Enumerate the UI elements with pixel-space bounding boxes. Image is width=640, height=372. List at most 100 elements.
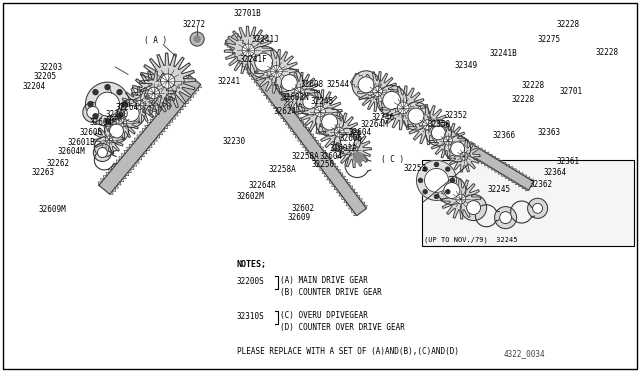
Text: (D) COUNTER OVER DRIVE GEAR: (D) COUNTER OVER DRIVE GEAR bbox=[280, 323, 404, 332]
Circle shape bbox=[88, 102, 93, 107]
Circle shape bbox=[426, 120, 451, 146]
Polygon shape bbox=[122, 87, 157, 123]
Circle shape bbox=[444, 136, 452, 145]
Text: 32609M: 32609M bbox=[38, 205, 66, 214]
Circle shape bbox=[282, 74, 298, 91]
Text: (UP TO NOV./79)  32245: (UP TO NOV./79) 32245 bbox=[424, 237, 518, 243]
Text: 32204: 32204 bbox=[22, 82, 45, 91]
Circle shape bbox=[532, 203, 543, 213]
Text: 32241F: 32241F bbox=[240, 55, 268, 64]
Circle shape bbox=[456, 194, 466, 204]
Circle shape bbox=[135, 100, 144, 109]
Text: 32701: 32701 bbox=[560, 87, 583, 96]
Circle shape bbox=[86, 82, 129, 126]
Circle shape bbox=[423, 190, 427, 194]
Text: 32263: 32263 bbox=[32, 169, 55, 177]
Circle shape bbox=[117, 99, 145, 128]
Polygon shape bbox=[351, 74, 534, 190]
Circle shape bbox=[190, 32, 204, 46]
Circle shape bbox=[372, 87, 383, 96]
Polygon shape bbox=[381, 86, 425, 130]
Text: 32258A: 32258A bbox=[291, 153, 319, 161]
Polygon shape bbox=[225, 26, 273, 74]
Text: 32241J: 32241J bbox=[252, 35, 279, 44]
Polygon shape bbox=[335, 132, 371, 167]
Circle shape bbox=[322, 114, 338, 130]
Text: ( A ): ( A ) bbox=[144, 36, 167, 45]
Text: 32604: 32604 bbox=[320, 152, 343, 161]
Polygon shape bbox=[140, 53, 196, 109]
Circle shape bbox=[451, 179, 454, 182]
Circle shape bbox=[93, 90, 98, 94]
Circle shape bbox=[97, 148, 108, 157]
Text: 32203: 32203 bbox=[40, 63, 63, 72]
Circle shape bbox=[297, 89, 323, 115]
Circle shape bbox=[352, 71, 380, 99]
Text: 32228: 32228 bbox=[512, 95, 535, 104]
Circle shape bbox=[93, 144, 111, 161]
Text: 32246: 32246 bbox=[371, 113, 394, 122]
Circle shape bbox=[109, 124, 124, 138]
Circle shape bbox=[95, 92, 120, 116]
Text: 32228: 32228 bbox=[595, 48, 618, 57]
Text: 32701B: 32701B bbox=[234, 9, 261, 17]
Text: 32264: 32264 bbox=[115, 103, 138, 112]
Circle shape bbox=[408, 108, 424, 124]
Text: 32264R: 32264R bbox=[248, 182, 276, 190]
Circle shape bbox=[358, 77, 374, 93]
Text: 32544: 32544 bbox=[326, 80, 349, 89]
Circle shape bbox=[335, 128, 360, 154]
Circle shape bbox=[275, 68, 303, 97]
Text: 32363: 32363 bbox=[538, 128, 561, 137]
Circle shape bbox=[122, 102, 127, 107]
Circle shape bbox=[422, 120, 433, 129]
Polygon shape bbox=[430, 123, 466, 158]
Circle shape bbox=[123, 105, 140, 122]
Text: 32602M: 32602M bbox=[237, 192, 264, 201]
Circle shape bbox=[438, 176, 466, 205]
Circle shape bbox=[105, 119, 110, 124]
Circle shape bbox=[451, 142, 465, 156]
Circle shape bbox=[423, 167, 427, 171]
Text: 32245: 32245 bbox=[488, 185, 511, 194]
Circle shape bbox=[87, 106, 99, 118]
Text: 32205: 32205 bbox=[33, 72, 56, 81]
Polygon shape bbox=[99, 76, 200, 194]
Text: 32606: 32606 bbox=[80, 128, 103, 137]
Circle shape bbox=[461, 195, 486, 221]
Circle shape bbox=[161, 74, 175, 88]
Text: 32604: 32604 bbox=[349, 128, 372, 137]
Polygon shape bbox=[448, 140, 480, 172]
Circle shape bbox=[93, 114, 98, 119]
Polygon shape bbox=[226, 33, 366, 216]
Circle shape bbox=[377, 86, 406, 115]
Text: ( C ): ( C ) bbox=[381, 155, 404, 164]
Circle shape bbox=[446, 167, 450, 171]
Text: 32609: 32609 bbox=[288, 213, 311, 222]
Bar bbox=[422, 160, 634, 246]
Circle shape bbox=[445, 136, 470, 162]
Text: 32601B: 32601B bbox=[67, 138, 95, 147]
Circle shape bbox=[271, 65, 282, 77]
Circle shape bbox=[397, 102, 409, 114]
Circle shape bbox=[294, 87, 305, 97]
Text: 4322_0034: 4322_0034 bbox=[504, 349, 546, 358]
Text: 32366: 32366 bbox=[493, 131, 516, 140]
Text: 32602: 32602 bbox=[291, 204, 314, 213]
Text: 32275: 32275 bbox=[538, 35, 561, 44]
Text: 32608: 32608 bbox=[301, 80, 324, 89]
Circle shape bbox=[334, 127, 344, 137]
Polygon shape bbox=[298, 90, 342, 134]
Polygon shape bbox=[280, 72, 319, 112]
Circle shape bbox=[500, 212, 511, 224]
Circle shape bbox=[467, 201, 481, 215]
Text: 32362: 32362 bbox=[530, 180, 553, 189]
Text: 32349: 32349 bbox=[454, 61, 477, 70]
Circle shape bbox=[119, 119, 127, 127]
Text: 32241B: 32241B bbox=[490, 49, 517, 58]
Text: (B) COUNTER DRIVE GEAR: (B) COUNTER DRIVE GEAR bbox=[280, 288, 381, 297]
Polygon shape bbox=[255, 49, 298, 93]
Circle shape bbox=[460, 152, 468, 160]
Text: 32264M: 32264M bbox=[360, 120, 388, 129]
Circle shape bbox=[446, 190, 450, 194]
